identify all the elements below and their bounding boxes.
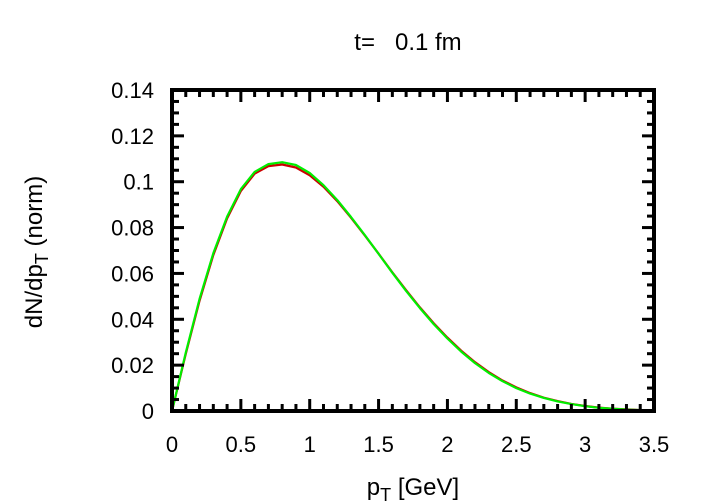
- chart-title: t= 0.1 fm: [354, 29, 461, 56]
- x-tick-label: 1.5: [363, 432, 394, 457]
- x-tick-label: 2: [441, 432, 453, 457]
- axis-ticks: [170, 88, 656, 413]
- x-tick-label: 0.5: [226, 432, 257, 457]
- x-axis-label-rest: [GeV]: [391, 474, 459, 501]
- y-tick-label: 0.04: [111, 307, 154, 332]
- y-tick-label: 0.14: [111, 78, 154, 103]
- x-tick-label: 0: [166, 432, 178, 457]
- x-axis-label-sub: T: [380, 485, 391, 503]
- series-line-1: [170, 161, 655, 412]
- y-tick-label: 0.1: [123, 170, 154, 195]
- x-tick-label: 3.5: [639, 432, 670, 457]
- y-axis-label-rest: (norm): [21, 176, 48, 253]
- plot-curves: [170, 161, 655, 412]
- y-tick-label: 0.06: [111, 261, 154, 286]
- x-axis-label: pT [GeV]: [367, 474, 459, 503]
- series-line-0: [170, 163, 655, 412]
- y-axis-label-main: dN/dp: [21, 264, 48, 328]
- y-tick-label: 0.08: [111, 216, 154, 241]
- y-tick-label: 0.02: [111, 353, 154, 378]
- x-tick-label: 2.5: [501, 432, 532, 457]
- plot-frame: [170, 88, 656, 413]
- x-tick-label: 1: [304, 432, 316, 457]
- x-tick-label: 3: [579, 432, 591, 457]
- tick-labels: 0 0.5 1 1.5 2 2.5 3 3.5 0 0.02 0.04 0.06 0.08 0.1 0.12…: [111, 78, 669, 457]
- y-tick-label: 0.12: [111, 124, 154, 149]
- y-axis-label-sub: T: [32, 253, 52, 264]
- y-axis-label: dN/dpT (norm): [21, 176, 52, 328]
- y-tick-label: 0: [142, 399, 154, 424]
- x-axis-label-main: p: [367, 474, 380, 501]
